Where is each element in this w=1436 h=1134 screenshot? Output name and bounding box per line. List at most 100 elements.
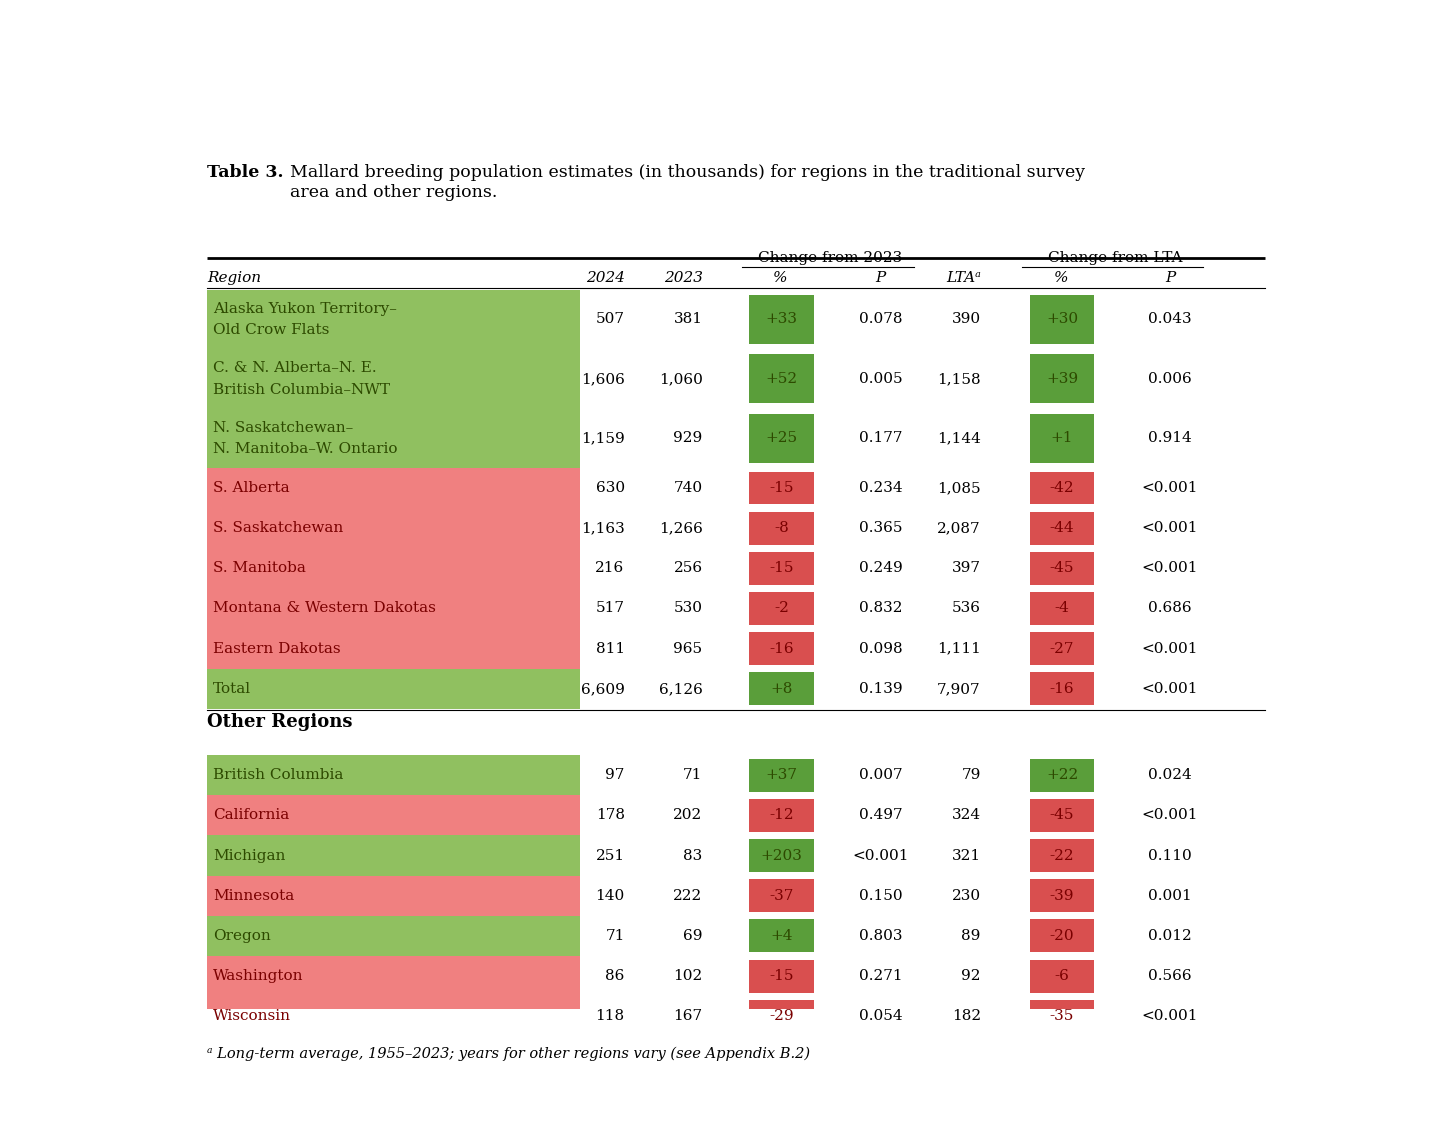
Bar xyxy=(750,959,814,992)
Text: Alaska Yukon Territory–: Alaska Yukon Territory– xyxy=(213,302,396,315)
Text: Other Regions: Other Regions xyxy=(207,713,353,731)
Text: 0.078: 0.078 xyxy=(859,313,902,327)
Text: N. Manitoba–W. Ontario: N. Manitoba–W. Ontario xyxy=(213,442,398,456)
Bar xyxy=(207,408,580,468)
Text: 2024: 2024 xyxy=(586,271,625,285)
Text: N. Saskatchewan–: N. Saskatchewan– xyxy=(213,421,353,434)
Bar xyxy=(207,669,580,709)
Text: 222: 222 xyxy=(673,889,702,903)
Bar xyxy=(207,290,580,349)
Text: <0.001: <0.001 xyxy=(1142,642,1198,655)
Text: -37: -37 xyxy=(770,889,794,903)
Text: Mallard breeding population estimates (in thousands) for regions in the traditio: Mallard breeding population estimates (i… xyxy=(290,164,1084,201)
Text: 1,144: 1,144 xyxy=(936,431,981,446)
Bar xyxy=(207,956,580,996)
Text: 71: 71 xyxy=(606,929,625,942)
Bar xyxy=(1030,799,1094,832)
Text: S. Saskatchewan: S. Saskatchewan xyxy=(213,522,343,535)
Text: +39: +39 xyxy=(1045,372,1078,386)
Bar xyxy=(750,672,814,705)
Bar xyxy=(207,349,580,408)
Text: 1,606: 1,606 xyxy=(580,372,625,386)
Bar xyxy=(1030,295,1094,344)
Text: 83: 83 xyxy=(684,848,702,863)
Text: 0.914: 0.914 xyxy=(1149,431,1192,446)
Text: 0.001: 0.001 xyxy=(1149,889,1192,903)
Text: 0.098: 0.098 xyxy=(859,642,902,655)
Text: 2023: 2023 xyxy=(663,271,702,285)
Text: Region: Region xyxy=(207,271,261,285)
Text: British Columbia–NWT: British Columbia–NWT xyxy=(213,382,391,397)
Bar xyxy=(750,920,814,953)
Text: 381: 381 xyxy=(673,313,702,327)
Text: Montana & Western Dakotas: Montana & Western Dakotas xyxy=(213,601,435,616)
Bar xyxy=(750,511,814,544)
Text: 0.139: 0.139 xyxy=(859,682,902,696)
Text: 630: 630 xyxy=(596,481,625,494)
Text: 0.832: 0.832 xyxy=(859,601,902,616)
Text: -16: -16 xyxy=(770,642,794,655)
Bar xyxy=(750,414,814,463)
Text: 6,126: 6,126 xyxy=(659,682,702,696)
Text: -22: -22 xyxy=(1050,848,1074,863)
Text: P: P xyxy=(876,271,886,285)
Text: -44: -44 xyxy=(1050,522,1074,535)
Text: 102: 102 xyxy=(673,970,702,983)
Text: 89: 89 xyxy=(962,929,981,942)
Text: 0.271: 0.271 xyxy=(859,970,902,983)
Text: 140: 140 xyxy=(596,889,625,903)
Text: -39: -39 xyxy=(1050,889,1074,903)
Bar xyxy=(207,508,580,548)
Text: -15: -15 xyxy=(770,481,794,494)
Text: 118: 118 xyxy=(596,1009,625,1023)
Text: +203: +203 xyxy=(761,848,803,863)
Text: 740: 740 xyxy=(673,481,702,494)
Text: 71: 71 xyxy=(684,768,702,782)
Text: -35: -35 xyxy=(1050,1009,1074,1023)
Text: +4: +4 xyxy=(770,929,793,942)
Bar xyxy=(750,1000,814,1033)
Bar xyxy=(1030,472,1094,505)
Text: 7,907: 7,907 xyxy=(938,682,981,696)
Text: 92: 92 xyxy=(961,970,981,983)
Text: 0.012: 0.012 xyxy=(1149,929,1192,942)
Text: -15: -15 xyxy=(770,561,794,575)
Text: 507: 507 xyxy=(596,313,625,327)
Text: 0.249: 0.249 xyxy=(859,561,902,575)
Text: +52: +52 xyxy=(765,372,797,386)
Text: %: % xyxy=(1054,271,1068,285)
Bar xyxy=(1030,1000,1094,1033)
Text: S. Alberta: S. Alberta xyxy=(213,481,290,494)
Text: Washington: Washington xyxy=(213,970,303,983)
Bar xyxy=(1030,511,1094,544)
Text: Table 3.: Table 3. xyxy=(207,164,284,181)
Text: 79: 79 xyxy=(962,768,981,782)
Text: Oregon: Oregon xyxy=(213,929,270,942)
Text: 811: 811 xyxy=(596,642,625,655)
Text: 0.024: 0.024 xyxy=(1149,768,1192,782)
Text: Total: Total xyxy=(213,682,251,696)
Text: 1,111: 1,111 xyxy=(936,642,981,655)
Text: +8: +8 xyxy=(770,682,793,696)
Bar xyxy=(750,592,814,625)
Text: -4: -4 xyxy=(1054,601,1070,616)
Bar xyxy=(207,795,580,836)
Text: 0.007: 0.007 xyxy=(859,768,902,782)
Text: 1,085: 1,085 xyxy=(938,481,981,494)
Bar xyxy=(750,472,814,505)
Text: 0.177: 0.177 xyxy=(859,431,902,446)
Text: Minnesota: Minnesota xyxy=(213,889,294,903)
Bar xyxy=(207,755,580,795)
Text: 216: 216 xyxy=(596,561,625,575)
Text: 0.803: 0.803 xyxy=(859,929,902,942)
Text: <0.001: <0.001 xyxy=(1142,561,1198,575)
Text: 0.043: 0.043 xyxy=(1149,313,1192,327)
Text: <0.001: <0.001 xyxy=(1142,809,1198,822)
Text: 1,163: 1,163 xyxy=(582,522,625,535)
Text: 1,060: 1,060 xyxy=(659,372,702,386)
Text: P: P xyxy=(1165,271,1175,285)
Bar xyxy=(207,468,580,508)
Text: +22: +22 xyxy=(1045,768,1078,782)
Bar xyxy=(750,295,814,344)
Text: 1,159: 1,159 xyxy=(582,431,625,446)
